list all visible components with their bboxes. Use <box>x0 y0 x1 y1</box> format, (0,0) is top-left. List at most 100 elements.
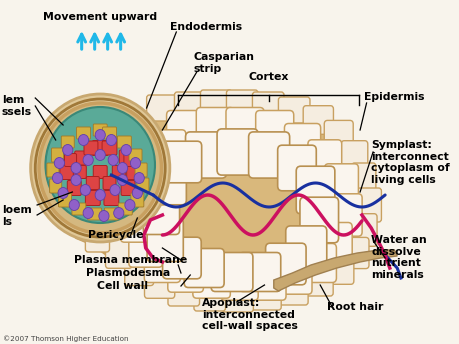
FancyBboxPatch shape <box>266 243 306 285</box>
FancyBboxPatch shape <box>351 214 377 246</box>
Circle shape <box>118 162 128 173</box>
FancyBboxPatch shape <box>324 120 353 152</box>
FancyBboxPatch shape <box>248 264 286 300</box>
Circle shape <box>125 200 135 211</box>
FancyBboxPatch shape <box>61 136 74 148</box>
FancyBboxPatch shape <box>131 193 144 207</box>
FancyBboxPatch shape <box>222 286 253 312</box>
FancyBboxPatch shape <box>298 244 336 282</box>
FancyBboxPatch shape <box>168 280 200 306</box>
FancyBboxPatch shape <box>196 108 235 147</box>
FancyBboxPatch shape <box>145 270 175 298</box>
FancyBboxPatch shape <box>325 164 358 206</box>
FancyBboxPatch shape <box>102 127 117 139</box>
Text: Endodermis: Endodermis <box>170 22 242 32</box>
FancyBboxPatch shape <box>118 203 132 215</box>
FancyBboxPatch shape <box>120 202 154 242</box>
Ellipse shape <box>45 107 155 223</box>
FancyBboxPatch shape <box>137 178 149 192</box>
FancyBboxPatch shape <box>162 237 201 279</box>
FancyBboxPatch shape <box>274 258 312 294</box>
FancyBboxPatch shape <box>106 236 132 268</box>
FancyBboxPatch shape <box>124 153 136 166</box>
Text: loem
ls: loem ls <box>2 205 32 227</box>
FancyBboxPatch shape <box>92 140 108 155</box>
FancyBboxPatch shape <box>300 197 339 243</box>
FancyBboxPatch shape <box>217 129 258 175</box>
FancyBboxPatch shape <box>65 153 77 166</box>
FancyBboxPatch shape <box>328 194 362 236</box>
Circle shape <box>62 144 73 155</box>
Circle shape <box>83 154 93 165</box>
FancyBboxPatch shape <box>73 165 86 179</box>
Text: Symplast:
interconnect
cytoplasm of
living cells: Symplast: interconnect cytoplasm of livi… <box>371 140 450 185</box>
Text: Pericycle: Pericycle <box>88 230 144 240</box>
FancyBboxPatch shape <box>352 163 376 197</box>
FancyBboxPatch shape <box>239 252 281 291</box>
FancyBboxPatch shape <box>162 141 202 183</box>
FancyBboxPatch shape <box>167 110 205 150</box>
Circle shape <box>58 187 68 198</box>
FancyBboxPatch shape <box>147 218 183 261</box>
Text: Epidermis: Epidermis <box>364 92 424 102</box>
FancyBboxPatch shape <box>104 191 119 205</box>
FancyBboxPatch shape <box>277 279 308 305</box>
FancyBboxPatch shape <box>144 244 180 282</box>
Circle shape <box>121 144 131 155</box>
Circle shape <box>83 207 93 218</box>
FancyBboxPatch shape <box>58 193 72 207</box>
Text: lem
ssels: lem ssels <box>2 95 32 117</box>
FancyBboxPatch shape <box>121 181 135 195</box>
Circle shape <box>78 135 89 146</box>
FancyBboxPatch shape <box>85 218 110 252</box>
Text: Movement upward: Movement upward <box>43 12 157 22</box>
FancyBboxPatch shape <box>102 141 117 155</box>
Polygon shape <box>70 103 376 300</box>
FancyBboxPatch shape <box>193 262 230 298</box>
Text: Casparian
strip: Casparian strip <box>193 52 254 74</box>
Circle shape <box>71 162 81 173</box>
Text: ©2007 Thomson Higher Education: ©2007 Thomson Higher Education <box>3 335 128 342</box>
Text: Cortex: Cortex <box>248 72 288 82</box>
FancyBboxPatch shape <box>249 132 290 178</box>
FancyBboxPatch shape <box>72 203 86 215</box>
FancyBboxPatch shape <box>125 255 154 286</box>
FancyBboxPatch shape <box>194 285 225 311</box>
FancyBboxPatch shape <box>184 248 224 288</box>
Circle shape <box>99 211 109 222</box>
FancyBboxPatch shape <box>252 92 284 118</box>
Circle shape <box>118 174 128 185</box>
FancyBboxPatch shape <box>129 227 162 267</box>
Circle shape <box>52 172 62 183</box>
FancyBboxPatch shape <box>285 123 321 162</box>
Text: Cell wall: Cell wall <box>97 281 148 291</box>
FancyBboxPatch shape <box>148 161 186 205</box>
FancyBboxPatch shape <box>279 97 310 123</box>
FancyBboxPatch shape <box>120 117 150 143</box>
FancyBboxPatch shape <box>256 110 294 150</box>
FancyBboxPatch shape <box>302 270 333 296</box>
FancyBboxPatch shape <box>72 174 95 206</box>
FancyBboxPatch shape <box>324 256 354 284</box>
FancyBboxPatch shape <box>51 148 63 162</box>
Text: Water an
dissolve
nutrient
minerals: Water an dissolve nutrient minerals <box>371 235 427 280</box>
Circle shape <box>95 129 105 140</box>
Circle shape <box>132 187 142 198</box>
FancyBboxPatch shape <box>308 140 341 180</box>
Circle shape <box>114 207 124 218</box>
FancyBboxPatch shape <box>103 176 116 190</box>
FancyBboxPatch shape <box>50 179 62 193</box>
Text: Plasma membrane: Plasma membrane <box>74 255 187 265</box>
FancyBboxPatch shape <box>168 256 203 292</box>
FancyBboxPatch shape <box>341 141 368 173</box>
FancyBboxPatch shape <box>93 124 107 136</box>
Circle shape <box>80 184 90 195</box>
Circle shape <box>69 200 79 211</box>
FancyBboxPatch shape <box>86 176 99 190</box>
Circle shape <box>108 154 118 165</box>
FancyBboxPatch shape <box>174 92 206 118</box>
FancyBboxPatch shape <box>303 106 333 134</box>
FancyBboxPatch shape <box>340 237 369 269</box>
FancyBboxPatch shape <box>119 150 133 164</box>
FancyBboxPatch shape <box>77 127 90 139</box>
